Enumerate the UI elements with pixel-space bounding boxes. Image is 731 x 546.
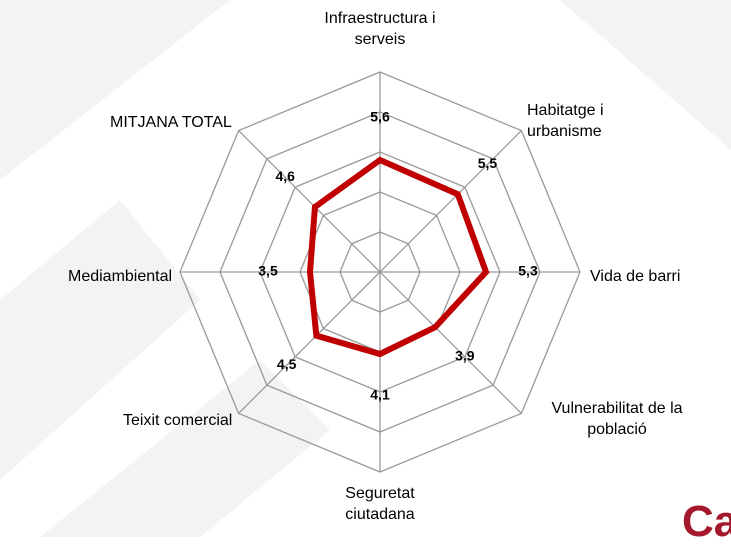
category-label: Seguretat ciutadana	[345, 485, 415, 523]
category-label: Vida de barri	[590, 268, 681, 285]
value-label: 4,1	[370, 387, 390, 403]
category-label: Habitatge i urbanisme	[527, 102, 604, 140]
data-line	[306, 156, 490, 358]
bg-shape	[0, 0, 230, 180]
bg-shape	[0, 200, 200, 480]
spoke	[238, 271, 381, 414]
value-label: 5,5	[478, 155, 498, 171]
bg-shape	[40, 360, 330, 537]
category-label: Teixit comercial	[123, 412, 233, 429]
value-label: 5,6	[370, 109, 390, 125]
value-label: 5,3	[518, 263, 538, 279]
value-label: 4,6	[276, 168, 296, 184]
spoke	[238, 130, 381, 273]
value-label: 4,5	[277, 356, 297, 372]
value-label: 3,5	[258, 263, 278, 279]
bg-shape	[560, 0, 731, 150]
spoke	[379, 271, 522, 414]
category-label: MITJANA TOTAL	[110, 114, 232, 131]
category-label: Mediambiental	[68, 268, 173, 285]
category-label: Vulnerabilitat de la població	[551, 400, 683, 438]
category-label: Infraestructura i serveis	[324, 10, 436, 48]
value-label: 3,9	[455, 348, 475, 364]
spoke	[379, 130, 522, 273]
corner-text: Ca	[682, 497, 731, 546]
